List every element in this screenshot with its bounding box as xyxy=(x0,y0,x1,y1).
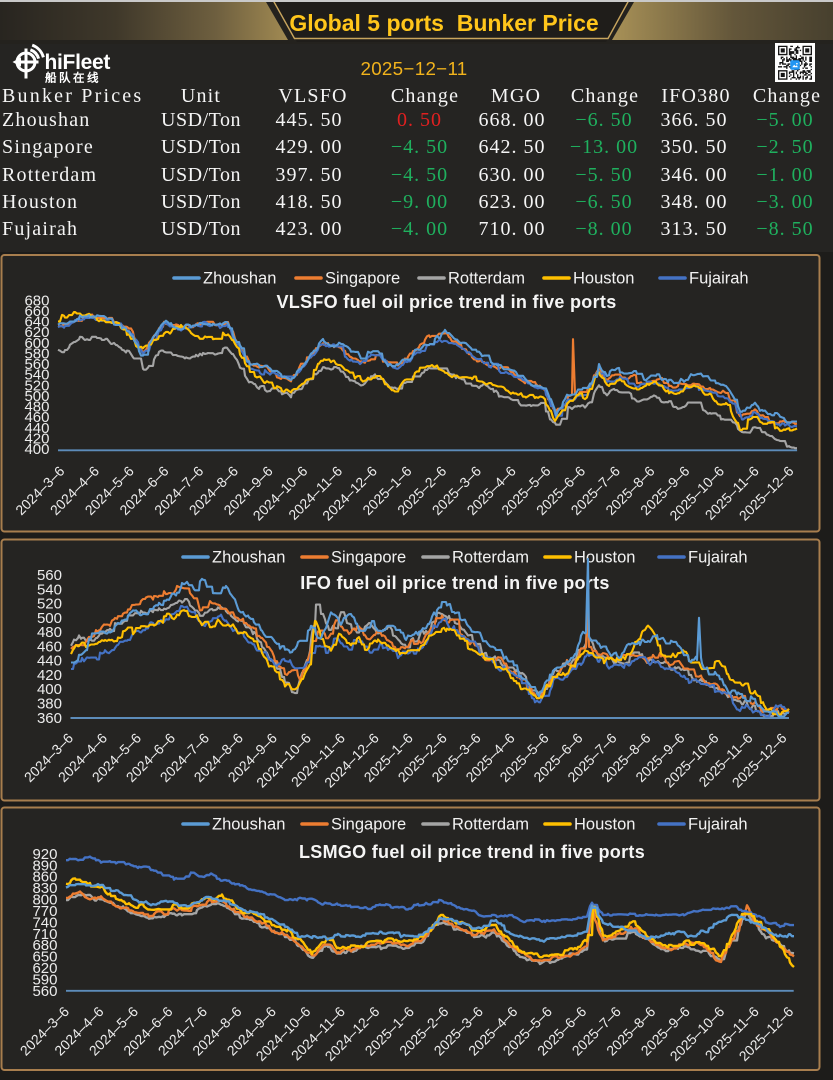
svg-text:Rotterdam: Rotterdam xyxy=(452,549,529,567)
svg-text:590: 590 xyxy=(32,972,57,989)
svg-text:520: 520 xyxy=(24,377,49,394)
svg-text:VLSFO fuel oil price trend in: VLSFO fuel oil price trend in five ports xyxy=(276,292,616,312)
svg-text:860: 860 xyxy=(32,869,57,886)
svg-text:680: 680 xyxy=(24,292,49,309)
svg-text:Singapore: Singapore xyxy=(325,270,400,288)
svg-text:Rotterdam: Rotterdam xyxy=(452,816,529,834)
svg-text:620: 620 xyxy=(32,960,57,977)
svg-text:Singapore: Singapore xyxy=(331,816,406,834)
svg-text:580: 580 xyxy=(24,346,49,363)
svg-text:Global 5 ports Bunker Price: Global 5 ports Bunker Price xyxy=(289,10,598,36)
svg-text:420: 420 xyxy=(24,430,49,447)
svg-text:710: 710 xyxy=(32,926,57,943)
svg-text:620: 620 xyxy=(24,324,49,341)
svg-text:Zhoushan: Zhoushan xyxy=(212,816,285,834)
svg-text:480: 480 xyxy=(37,624,62,641)
svg-text:500: 500 xyxy=(37,610,62,627)
svg-text:890: 890 xyxy=(32,857,57,874)
svg-text:hiFleet: hiFleet xyxy=(45,51,111,74)
svg-text:Rotterdam: Rotterdam xyxy=(448,270,525,288)
svg-text:460: 460 xyxy=(37,638,62,655)
svg-text:650: 650 xyxy=(32,949,57,966)
svg-text:560: 560 xyxy=(32,983,57,1000)
svg-text:500: 500 xyxy=(24,388,49,405)
svg-text:540: 540 xyxy=(24,367,49,384)
svg-text:420: 420 xyxy=(37,667,62,684)
svg-text:680: 680 xyxy=(32,937,57,954)
svg-text:440: 440 xyxy=(24,420,49,437)
svg-text:380: 380 xyxy=(37,696,62,713)
svg-text:Zhoushan: Zhoushan xyxy=(212,549,285,567)
svg-text:600: 600 xyxy=(24,335,49,352)
svg-text:830: 830 xyxy=(32,880,57,897)
svg-text:770: 770 xyxy=(32,903,57,920)
svg-text:440: 440 xyxy=(37,653,62,670)
svg-text:400: 400 xyxy=(37,681,62,698)
svg-text:740: 740 xyxy=(32,914,57,931)
svg-text:IFO fuel oil price trend in fi: IFO fuel oil price trend in five ports xyxy=(300,573,609,593)
svg-text:920: 920 xyxy=(32,846,57,863)
svg-text:Houston: Houston xyxy=(574,549,635,567)
svg-text:460: 460 xyxy=(24,409,49,426)
svg-text:660: 660 xyxy=(24,303,49,320)
svg-text:640: 640 xyxy=(24,314,49,331)
svg-text:540: 540 xyxy=(37,581,62,598)
svg-text:800: 800 xyxy=(32,892,57,909)
svg-text:480: 480 xyxy=(24,399,49,416)
svg-text:520: 520 xyxy=(37,596,62,613)
svg-text:Fujairah: Fujairah xyxy=(688,816,748,834)
svg-text:360: 360 xyxy=(37,710,62,727)
svg-text:400: 400 xyxy=(24,441,49,458)
svg-text:Fujairah: Fujairah xyxy=(688,549,748,567)
svg-text:560: 560 xyxy=(37,567,62,584)
svg-text:Singapore: Singapore xyxy=(331,549,406,567)
svg-text:Fujairah: Fujairah xyxy=(689,270,749,288)
svg-text:Zhoushan: Zhoushan xyxy=(203,270,276,288)
svg-text:Houston: Houston xyxy=(574,816,635,834)
svg-text:船队在线: 船队在线 xyxy=(45,71,101,85)
svg-text:Houston: Houston xyxy=(573,270,634,288)
svg-text:LSMGO fuel oil price trend in: LSMGO fuel oil price trend in five ports xyxy=(299,842,645,862)
svg-text:560: 560 xyxy=(24,356,49,373)
